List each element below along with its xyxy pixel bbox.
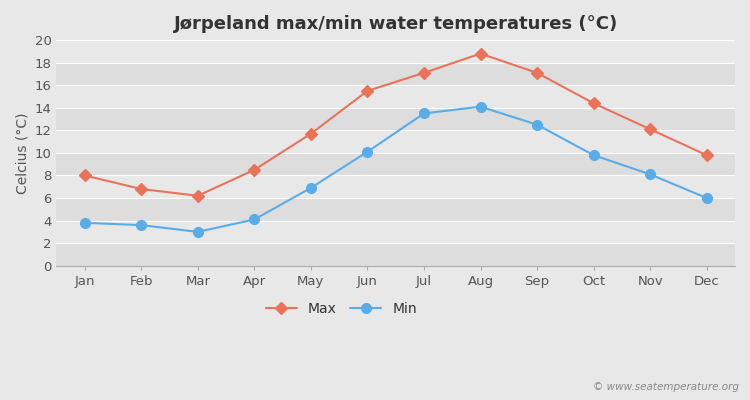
Text: © www.seatemperature.org: © www.seatemperature.org — [592, 382, 739, 392]
Max — [80, 173, 89, 178]
Max — [702, 153, 711, 158]
Max — [363, 88, 372, 93]
Min — [363, 149, 372, 154]
Bar — [56, 176, 735, 198]
Max — [136, 187, 146, 192]
Max — [590, 101, 598, 106]
Min — [250, 217, 259, 222]
Line: Max: Max — [80, 50, 711, 200]
Min — [532, 122, 542, 127]
Min — [136, 223, 146, 228]
Min — [194, 230, 202, 234]
Max — [532, 70, 542, 75]
Min — [590, 153, 598, 158]
Legend: Max, Min: Max, Min — [260, 297, 422, 322]
Max — [476, 51, 485, 56]
Min — [80, 220, 89, 225]
Y-axis label: Celcius (°C): Celcius (°C) — [15, 112, 29, 194]
Title: Jørpeland max/min water temperatures (°C): Jørpeland max/min water temperatures (°C… — [173, 15, 618, 33]
Min — [307, 186, 316, 190]
Bar — [56, 153, 735, 176]
Max — [250, 168, 259, 172]
Bar — [56, 85, 735, 108]
Min — [476, 104, 485, 109]
Bar — [56, 130, 735, 153]
Max — [646, 127, 655, 132]
Bar — [56, 63, 735, 85]
Max — [307, 131, 316, 136]
Bar — [56, 220, 735, 243]
Bar — [56, 198, 735, 220]
Min — [646, 172, 655, 177]
Line: Min: Min — [80, 102, 712, 237]
Max — [419, 70, 428, 75]
Max — [194, 193, 202, 198]
Bar — [56, 40, 735, 63]
Bar — [56, 243, 735, 266]
Min — [702, 196, 711, 200]
Bar — [56, 108, 735, 130]
Min — [419, 111, 428, 116]
